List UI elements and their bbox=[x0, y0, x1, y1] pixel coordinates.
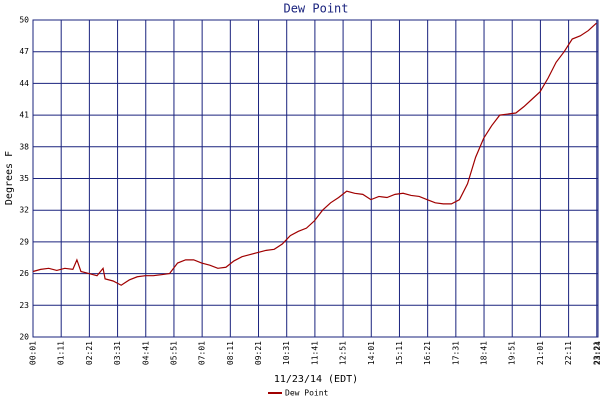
x-tick-label: 11:41 bbox=[310, 341, 319, 365]
y-axis-label: Degrees F bbox=[4, 151, 15, 205]
y-tick-label: 35 bbox=[19, 174, 29, 183]
x-tick-label: 10:31 bbox=[282, 341, 291, 365]
x-tick-label: 19:51 bbox=[508, 341, 517, 365]
x-tick-label: 14:01 bbox=[367, 341, 376, 365]
y-tick-label: 32 bbox=[19, 206, 29, 215]
x-tick-label: 12:51 bbox=[339, 341, 348, 365]
x-tick-label: 08:11 bbox=[226, 341, 235, 365]
y-tick-label: 26 bbox=[19, 269, 29, 278]
x-tick-label: 23:24 bbox=[594, 341, 600, 365]
x-tick-label: 00:01 bbox=[29, 341, 38, 365]
chart-title: Dew Point bbox=[283, 2, 348, 16]
x-tick-label: 02:21 bbox=[85, 341, 94, 365]
x-tick-label: 15:11 bbox=[395, 341, 404, 365]
x-tick-label: 01:11 bbox=[57, 341, 66, 365]
data-line bbox=[32, 22, 597, 286]
plot-border bbox=[32, 19, 599, 338]
x-tick-label: 03:31 bbox=[113, 341, 122, 365]
x-tick-label: 23:21 bbox=[592, 341, 600, 365]
x-tick-label: 18:41 bbox=[480, 341, 489, 365]
y-tick-label: 41 bbox=[19, 111, 29, 120]
x-tick-label: 16:21 bbox=[423, 341, 432, 365]
x-tick-label: 09:21 bbox=[254, 341, 263, 365]
x-tick-label: 05:51 bbox=[169, 341, 178, 365]
y-tick-label: 23 bbox=[19, 301, 29, 310]
y-tick-label: 20 bbox=[19, 333, 29, 342]
x-tick-label: 07:01 bbox=[198, 341, 207, 365]
x-tick-label: 21:01 bbox=[536, 341, 545, 365]
x-tick-label: 17:31 bbox=[451, 341, 460, 365]
y-tick-label: 44 bbox=[19, 79, 29, 88]
y-tick-label: 50 bbox=[19, 16, 29, 25]
y-tick-label: 38 bbox=[19, 142, 29, 151]
y-tick-label: 47 bbox=[19, 47, 29, 56]
x-tick-label: 04:41 bbox=[141, 341, 150, 365]
x-tick-label: 22:11 bbox=[564, 341, 573, 365]
y-tick-label: 29 bbox=[19, 237, 29, 246]
legend-label: Dew Point bbox=[285, 389, 329, 398]
x-axis-label: 11/23/14 (EDT) bbox=[274, 374, 358, 385]
